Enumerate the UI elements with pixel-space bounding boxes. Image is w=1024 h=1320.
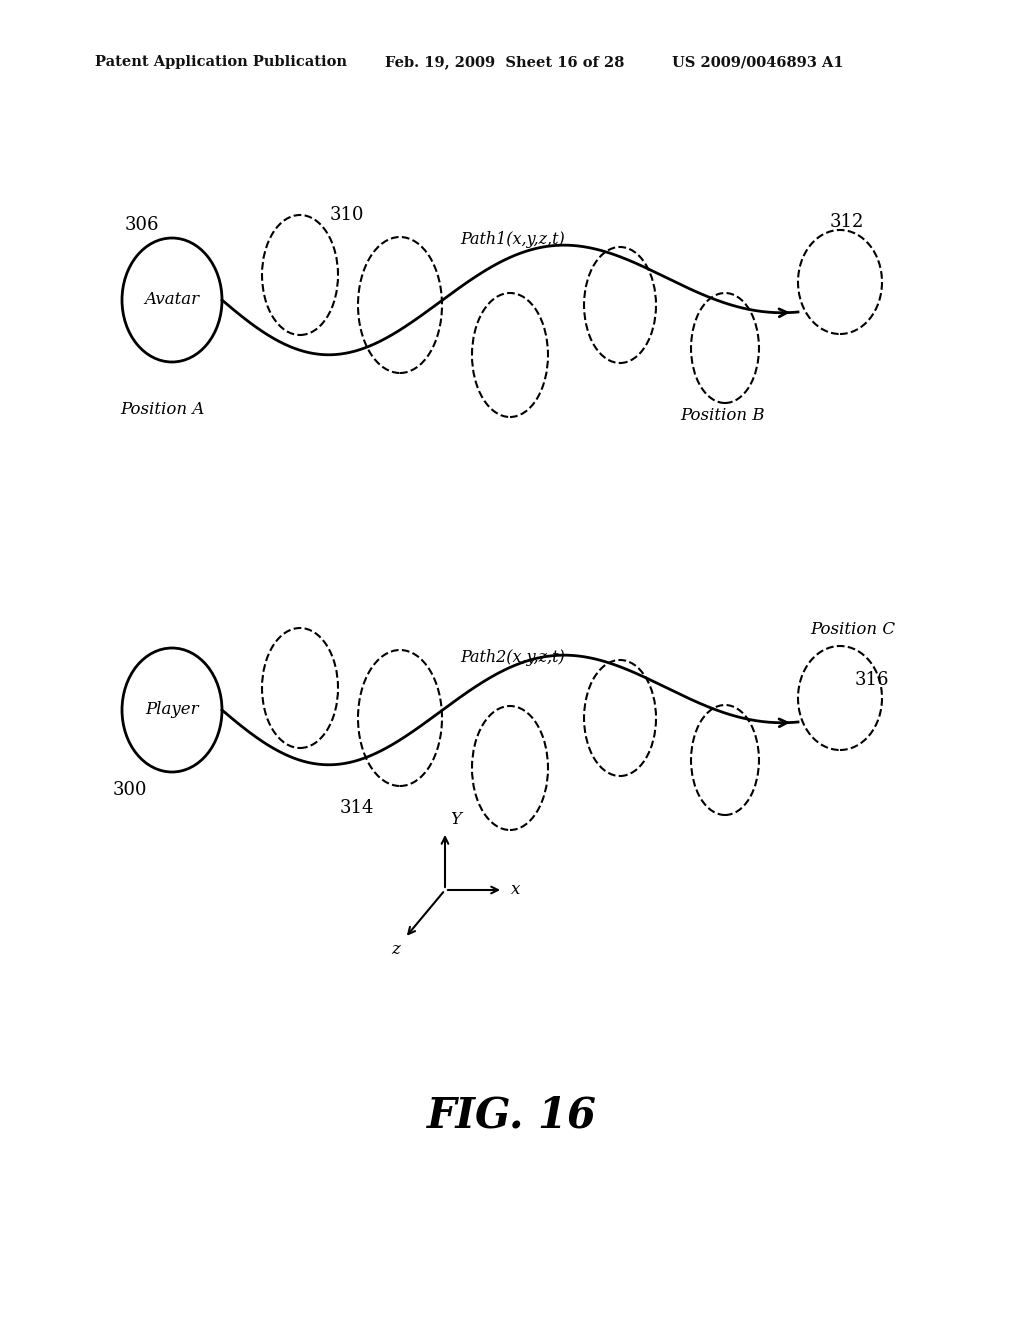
Text: 316: 316 — [855, 671, 890, 689]
Text: Player: Player — [145, 701, 199, 718]
Text: Patent Application Publication: Patent Application Publication — [95, 55, 347, 69]
Text: Y: Y — [450, 812, 461, 829]
Text: 312: 312 — [830, 213, 864, 231]
Text: Position B: Position B — [680, 407, 765, 424]
Text: Position A: Position A — [120, 401, 205, 418]
Text: 310: 310 — [330, 206, 365, 224]
Text: z: z — [391, 941, 399, 958]
Text: 306: 306 — [125, 216, 160, 234]
Text: x: x — [511, 882, 520, 899]
Text: US 2009/0046893 A1: US 2009/0046893 A1 — [672, 55, 844, 69]
Text: Position C: Position C — [810, 622, 895, 639]
Text: 314: 314 — [340, 799, 375, 817]
Text: Path1(x,y,z,t): Path1(x,y,z,t) — [460, 231, 565, 248]
Text: FIG. 16: FIG. 16 — [427, 1094, 597, 1137]
Text: Feb. 19, 2009  Sheet 16 of 28: Feb. 19, 2009 Sheet 16 of 28 — [385, 55, 625, 69]
Text: Path2(x,y,z,t): Path2(x,y,z,t) — [460, 649, 565, 667]
Text: 300: 300 — [113, 781, 147, 799]
Text: Avatar: Avatar — [144, 292, 200, 309]
